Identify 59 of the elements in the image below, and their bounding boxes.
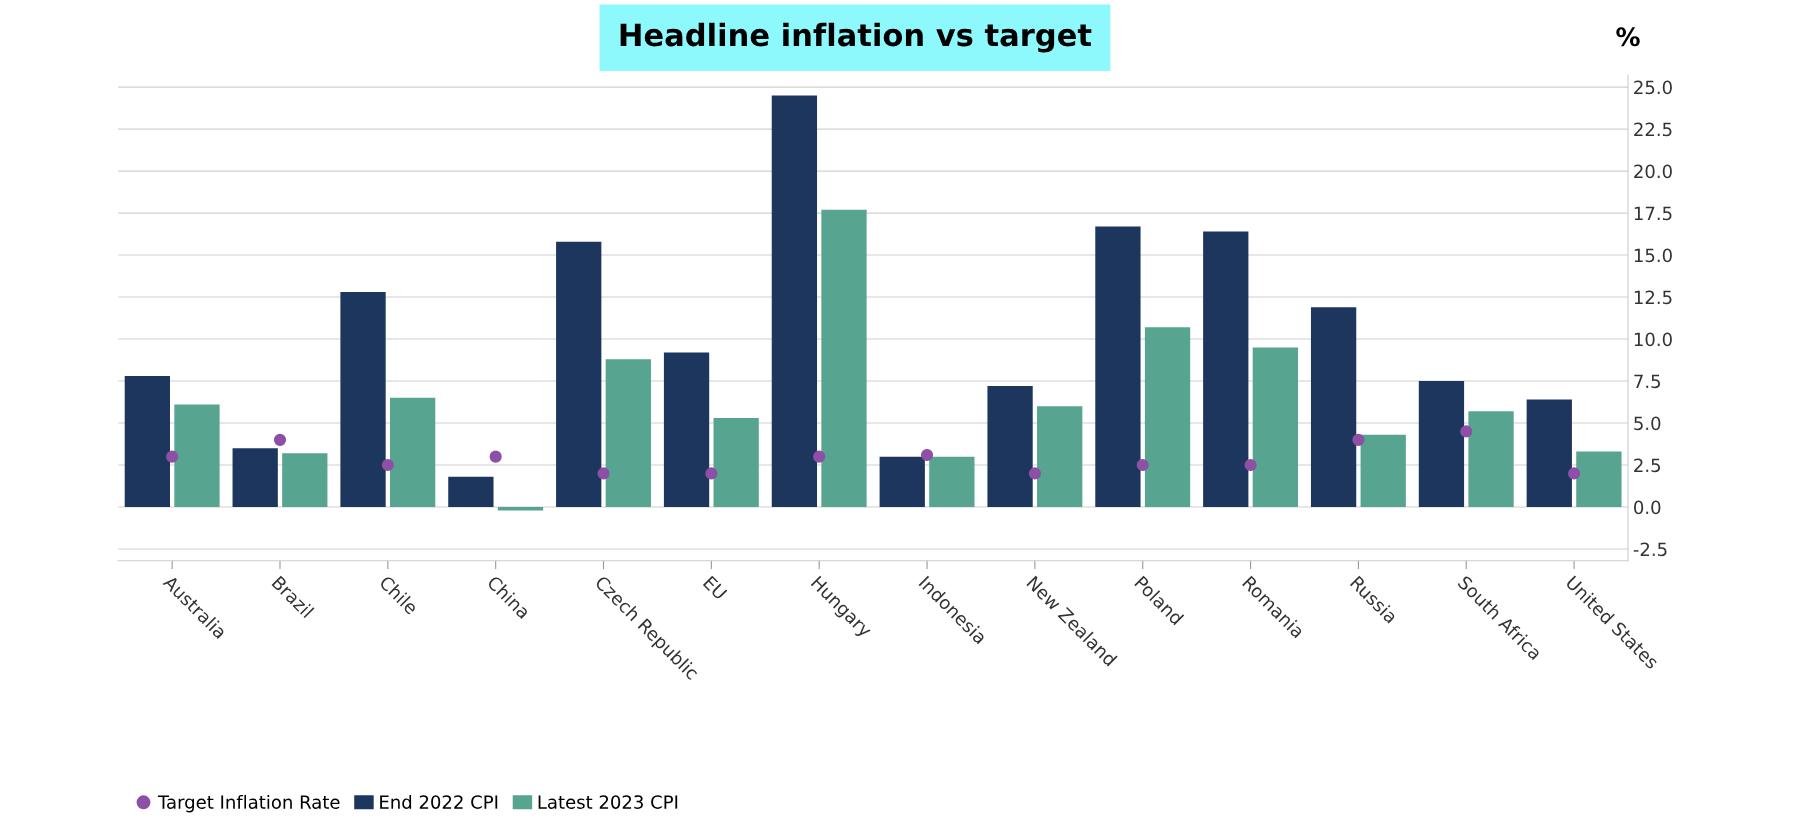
point	[920, 448, 934, 462]
point	[705, 467, 718, 480]
y-tick-label: 2.5	[1634, 458, 1660, 473]
bar	[1360, 434, 1406, 508]
y-tick-label: 12.5	[1634, 290, 1672, 305]
bar	[124, 376, 170, 508]
bar	[1526, 399, 1572, 508]
bar	[1095, 226, 1141, 508]
bar	[1037, 406, 1083, 508]
y-tick-label: 7.5	[1634, 374, 1660, 389]
point	[489, 450, 502, 463]
point	[1568, 467, 1581, 480]
bar	[174, 404, 220, 508]
chart-title: Headline inflation vs target	[620, 22, 1092, 53]
y-axis-title: %	[1616, 27, 1640, 47]
bar	[232, 448, 278, 508]
bar	[1144, 327, 1191, 508]
bar	[605, 359, 651, 508]
point	[273, 433, 287, 446]
point	[813, 450, 826, 463]
point	[1136, 458, 1149, 472]
y-tick-label: -2.5	[1633, 542, 1667, 557]
bar	[1576, 451, 1622, 508]
bar	[879, 456, 925, 508]
legend-label: Target Inflation Rate	[157, 794, 340, 813]
bar	[1310, 307, 1357, 508]
bar	[1418, 381, 1465, 508]
bar	[929, 456, 975, 508]
bar	[663, 352, 710, 508]
bar	[821, 209, 867, 508]
bar	[1468, 411, 1514, 508]
legend-label: End 2022 CPI	[380, 794, 498, 809]
bar	[448, 476, 494, 508]
y-tick-label: 20.0	[1634, 164, 1672, 179]
bar	[713, 418, 759, 508]
y-tick-label: 22.5	[1634, 122, 1672, 137]
y-tick-label: 15.0	[1634, 248, 1672, 263]
y-tick-label: 25.0	[1634, 80, 1672, 95]
bar	[1252, 347, 1299, 508]
point	[1460, 425, 1473, 438]
point	[1352, 433, 1365, 446]
bar	[771, 95, 818, 508]
bar	[389, 397, 436, 508]
legend-label: Latest 2023 CPI	[538, 795, 678, 809]
point	[381, 458, 394, 472]
bar	[987, 386, 1033, 508]
y-tick-label: 5.0	[1634, 416, 1661, 431]
x-tick-label: EU	[702, 575, 728, 601]
y-tick-label: 17.5	[1634, 206, 1672, 221]
bar	[340, 292, 386, 508]
point	[1244, 458, 1257, 472]
y-tick-label: 0.0	[1634, 500, 1661, 515]
bar	[282, 453, 328, 508]
bar	[1203, 231, 1249, 508]
point	[597, 467, 610, 480]
y-tick-label: 10.0	[1634, 332, 1672, 347]
point	[1028, 467, 1041, 480]
point	[166, 450, 179, 463]
bar	[556, 241, 602, 508]
